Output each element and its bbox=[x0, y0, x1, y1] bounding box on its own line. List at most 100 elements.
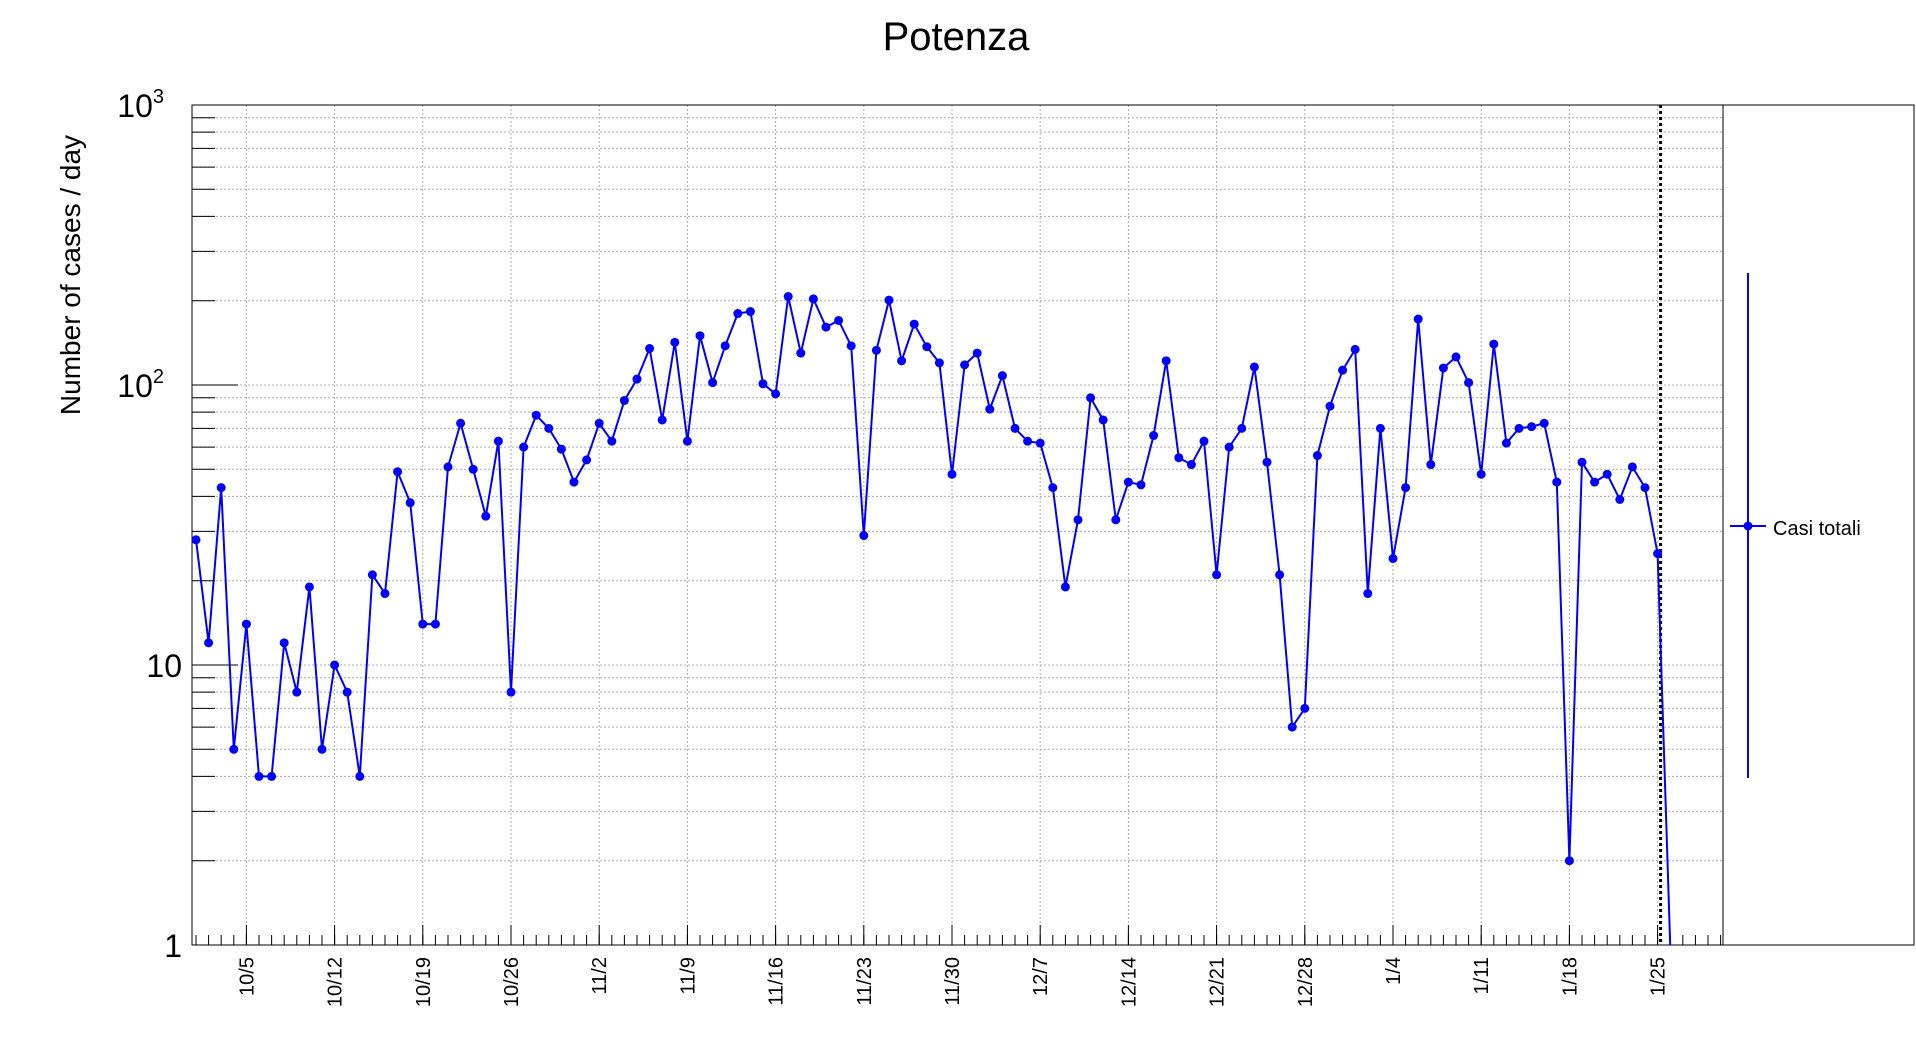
data-point bbox=[1224, 442, 1234, 452]
data-point bbox=[1388, 554, 1398, 564]
data-point bbox=[443, 462, 453, 472]
data-point bbox=[330, 660, 340, 670]
data-point bbox=[1363, 589, 1373, 599]
data-point bbox=[1035, 438, 1045, 448]
data-point bbox=[934, 358, 944, 368]
data-point bbox=[745, 307, 755, 317]
data-point bbox=[1401, 483, 1411, 493]
data-point bbox=[834, 315, 844, 325]
data-point bbox=[279, 638, 289, 648]
data-point bbox=[493, 436, 503, 446]
data-point bbox=[1262, 457, 1272, 467]
data-point bbox=[720, 341, 730, 351]
data-point bbox=[1111, 515, 1121, 525]
data-point bbox=[1023, 436, 1033, 446]
data-point bbox=[556, 444, 566, 454]
data-point bbox=[1086, 393, 1096, 403]
x-tick-label: 11/23 bbox=[854, 957, 876, 1006]
data-point bbox=[1212, 570, 1222, 580]
data-point bbox=[1489, 339, 1499, 349]
data-point bbox=[846, 341, 856, 351]
data-point bbox=[897, 356, 907, 366]
data-point bbox=[771, 389, 781, 399]
data-point bbox=[657, 415, 667, 425]
data-point bbox=[695, 331, 705, 341]
data-point bbox=[1577, 457, 1587, 467]
data-point bbox=[670, 337, 680, 347]
data-point bbox=[922, 342, 932, 352]
data-point bbox=[1149, 431, 1159, 441]
data-point bbox=[1527, 422, 1537, 432]
data-point bbox=[544, 423, 554, 433]
data-point bbox=[481, 511, 491, 521]
x-tick-label: 11/2 bbox=[589, 957, 611, 994]
data-point bbox=[808, 294, 818, 304]
series-layer bbox=[191, 292, 1672, 946]
data-point bbox=[1501, 438, 1511, 448]
x-tick-label: 12/21 bbox=[1207, 957, 1229, 1007]
data-point bbox=[405, 498, 415, 508]
data-point bbox=[972, 348, 982, 358]
data-point bbox=[619, 396, 629, 406]
legend-marker bbox=[1743, 521, 1753, 531]
data-point bbox=[519, 442, 529, 452]
data-point bbox=[1123, 477, 1133, 487]
x-tick-label: 11/30 bbox=[942, 957, 964, 1006]
x-tick-label: 10/5 bbox=[236, 957, 258, 996]
data-point bbox=[1476, 469, 1486, 479]
data-point bbox=[531, 410, 541, 420]
data-point bbox=[821, 322, 831, 332]
data-point bbox=[1539, 418, 1549, 428]
x-tick-label: 11/9 bbox=[677, 957, 699, 994]
data-point bbox=[1413, 314, 1423, 324]
data-point bbox=[1249, 362, 1259, 372]
data-point bbox=[1514, 423, 1524, 433]
data-point bbox=[1640, 483, 1650, 493]
data-point bbox=[733, 309, 743, 319]
data-point bbox=[292, 687, 302, 697]
x-tick-label: 1/4 bbox=[1383, 957, 1405, 985]
data-point bbox=[859, 531, 869, 541]
legend: Casi totali bbox=[1730, 273, 1861, 778]
data-point bbox=[682, 436, 692, 446]
y-tick-label: 10 bbox=[146, 648, 182, 684]
data-point bbox=[1048, 483, 1058, 493]
x-tick-label: 12/7 bbox=[1030, 957, 1052, 996]
data-point bbox=[1350, 344, 1360, 354]
y-tick-label: 103 bbox=[117, 86, 164, 124]
data-point bbox=[380, 589, 390, 599]
data-point bbox=[1552, 477, 1562, 487]
data-point bbox=[632, 374, 642, 384]
data-point bbox=[1199, 436, 1209, 446]
data-point bbox=[997, 371, 1007, 381]
y-tick-label: 1 bbox=[164, 928, 182, 964]
data-point bbox=[1438, 363, 1448, 373]
data-point bbox=[1564, 856, 1574, 866]
data-point bbox=[708, 378, 718, 388]
series-line bbox=[195, 295, 1672, 946]
x-tick-label: 1/18 bbox=[1559, 957, 1581, 996]
data-point bbox=[1602, 469, 1612, 479]
data-point bbox=[985, 404, 995, 414]
data-point bbox=[1186, 460, 1196, 470]
x-axis-ticks: 10/5 10/12 10/19 10/26 11/2 11/9 11/16 11/23 11/… bbox=[195, 925, 1722, 1007]
data-point bbox=[506, 687, 516, 697]
data-point bbox=[1073, 515, 1083, 525]
data-point bbox=[456, 418, 466, 428]
data-point bbox=[1615, 495, 1625, 505]
y-axis-ticks: 1 10 102 103 bbox=[117, 86, 238, 964]
x-tick-label: 10/19 bbox=[413, 957, 435, 1007]
data-point bbox=[229, 744, 239, 754]
legend-box-border bbox=[1722, 104, 1915, 946]
x-tick-label: 12/28 bbox=[1295, 957, 1317, 1007]
x-tick-label: 10/12 bbox=[325, 957, 347, 1007]
data-point bbox=[1287, 722, 1297, 732]
data-point bbox=[796, 348, 806, 358]
data-point bbox=[1464, 378, 1474, 388]
data-point bbox=[1174, 453, 1184, 463]
data-point bbox=[884, 295, 894, 305]
data-point bbox=[594, 418, 604, 428]
